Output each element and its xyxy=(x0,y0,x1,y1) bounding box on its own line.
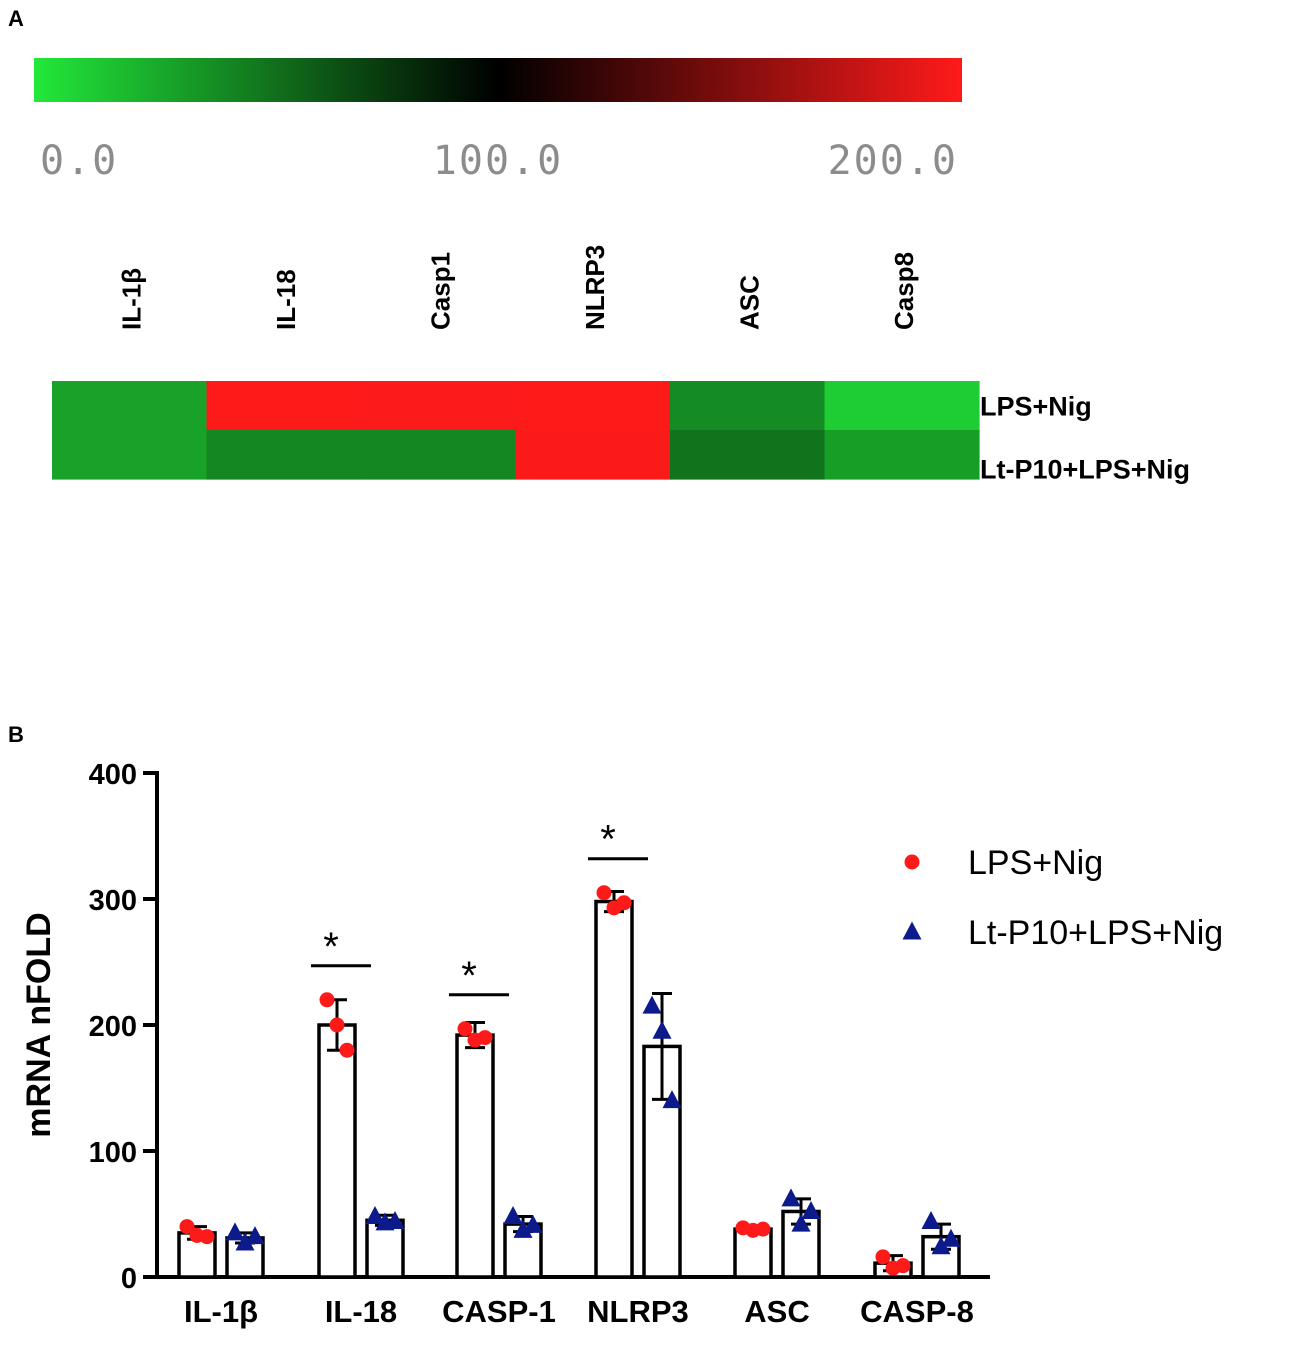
color-scale-tick: 100.0 xyxy=(433,138,563,184)
y-tick-label: 300 xyxy=(89,885,137,917)
data-point xyxy=(801,1200,821,1219)
panel-b-label: B xyxy=(8,722,24,747)
heatmap-cell xyxy=(824,430,980,480)
data-point xyxy=(365,1206,385,1225)
y-tick-label: 0 xyxy=(121,1263,137,1295)
data-point xyxy=(941,1228,961,1247)
data-point xyxy=(319,992,335,1008)
color-scale-tick: 0.0 xyxy=(40,138,118,184)
heatmap-column-label: IL-18 xyxy=(271,269,301,330)
heatmap-cell xyxy=(52,381,208,431)
heatmap-cell xyxy=(670,430,826,480)
data-point xyxy=(875,1249,891,1265)
heatmap-cells xyxy=(52,381,980,480)
bar xyxy=(317,1023,357,1279)
data-point xyxy=(662,1090,682,1109)
x-tick-label: NLRP3 xyxy=(587,1294,689,1329)
data-point xyxy=(904,854,920,870)
heatmap-column-labels: IL-1β IL-18 Casp1 NLRP3 ASC Casp8 xyxy=(116,245,919,330)
data-point xyxy=(199,1229,215,1245)
data-point xyxy=(513,1219,533,1238)
significance-star: * xyxy=(600,818,616,862)
data-point xyxy=(477,1030,493,1046)
heatmap-cell xyxy=(361,430,517,480)
data-point xyxy=(339,1042,355,1058)
heatmap-row-label: Lt-P10+LPS+Nig xyxy=(980,455,1190,485)
bar xyxy=(455,1033,495,1279)
color-scale-tick: 200.0 xyxy=(828,138,958,184)
color-scale-ticks: 0.0 100.0 200.0 xyxy=(40,138,958,184)
data-point xyxy=(781,1188,801,1207)
heatmap-column-label: IL-1β xyxy=(116,268,146,330)
heatmap-cell xyxy=(670,381,826,431)
data-point xyxy=(791,1213,811,1232)
x-tick-label: CASP-1 xyxy=(442,1294,556,1329)
y-tick-label: 100 xyxy=(89,1137,137,1169)
data-point xyxy=(503,1206,523,1225)
data-point xyxy=(385,1211,405,1230)
data-point xyxy=(652,1020,672,1039)
heatmap-cell xyxy=(52,430,208,480)
data-point xyxy=(596,885,612,901)
data-point xyxy=(329,1017,345,1033)
data-point xyxy=(902,921,922,940)
heatmap-column-label: NLRP3 xyxy=(580,245,610,330)
data-point xyxy=(642,995,662,1014)
heatmap-cell xyxy=(361,381,517,431)
heatmap-cell xyxy=(515,430,671,480)
significance-star: * xyxy=(461,954,477,998)
x-tick-label: ASC xyxy=(744,1294,809,1329)
y-axis-title: mRNA nFOLD xyxy=(20,912,58,1137)
data-point xyxy=(179,1219,195,1235)
data-point xyxy=(225,1222,245,1241)
data-point xyxy=(235,1232,255,1251)
heatmap-cell xyxy=(515,381,671,431)
legend: LPS+Nig Lt-P10+LPS+Nig xyxy=(902,844,1223,952)
data-point xyxy=(921,1211,941,1230)
heatmap-column-label: Casp8 xyxy=(889,252,919,330)
bar xyxy=(594,899,634,1279)
heatmap-cell xyxy=(206,381,362,431)
significance-star: * xyxy=(323,925,339,969)
legend-label: Lt-P10+LPS+Nig xyxy=(968,914,1223,952)
x-tick-label: IL-18 xyxy=(325,1294,397,1329)
heatmap-column-label: Casp1 xyxy=(425,252,455,330)
bar-chart: 0 100 200 300 400 mRNA nFOLD IL-1β IL-18 CASP-1 N… xyxy=(20,759,990,1329)
data-point xyxy=(616,895,632,911)
x-tick-label: CASP-8 xyxy=(860,1294,974,1329)
x-tick-label: IL-1β xyxy=(184,1294,258,1329)
y-tick-label: 200 xyxy=(89,1011,137,1043)
legend-label: LPS+Nig xyxy=(968,844,1103,882)
color-scale-bar xyxy=(34,58,962,102)
heatmap-cell xyxy=(824,381,980,431)
data-point xyxy=(457,1021,473,1037)
data-point xyxy=(755,1221,771,1237)
y-tick-label: 400 xyxy=(89,759,137,791)
data-point xyxy=(895,1258,911,1274)
panel-a-label: A xyxy=(8,6,24,31)
data-point xyxy=(931,1236,951,1255)
heatmap-cell xyxy=(206,430,362,480)
heatmap-row-labels: LPS+Nig Lt-P10+LPS+Nig xyxy=(980,392,1190,485)
data-point xyxy=(245,1226,265,1245)
heatmap-row-label: LPS+Nig xyxy=(980,392,1092,422)
data-point xyxy=(523,1214,543,1233)
heatmap-column-label: ASC xyxy=(734,275,764,330)
